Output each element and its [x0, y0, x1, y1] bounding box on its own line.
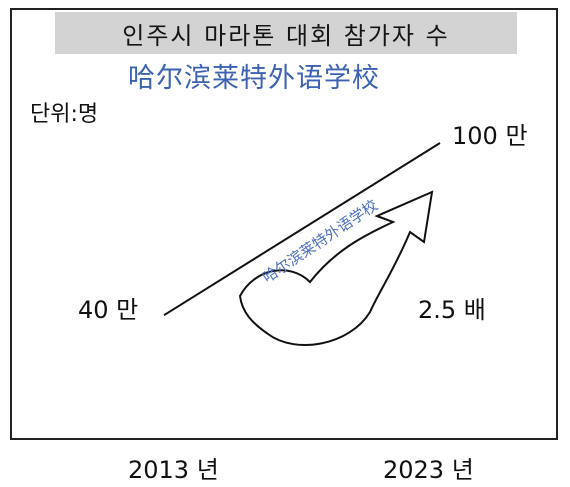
data-label-start: 40 만 — [78, 296, 139, 324]
x-tick-label-2023: 2023 년 — [383, 456, 474, 484]
data-label-end: 100 만 — [452, 122, 528, 150]
chart-frame — [10, 8, 558, 440]
growth-arrow — [238, 190, 434, 346]
watermark-text: 哈尔滨莱特外语学校 — [128, 63, 380, 94]
multiplier-annotation: 2.5 배 — [418, 296, 486, 324]
title-band — [55, 12, 517, 54]
x-tick-label-2013: 2013 년 — [128, 456, 219, 484]
series-line — [163, 142, 441, 317]
chart-title: 인주시 마라톤 대회 참가자 수 — [122, 22, 450, 50]
unit-label: 단위:명 — [30, 102, 99, 127]
